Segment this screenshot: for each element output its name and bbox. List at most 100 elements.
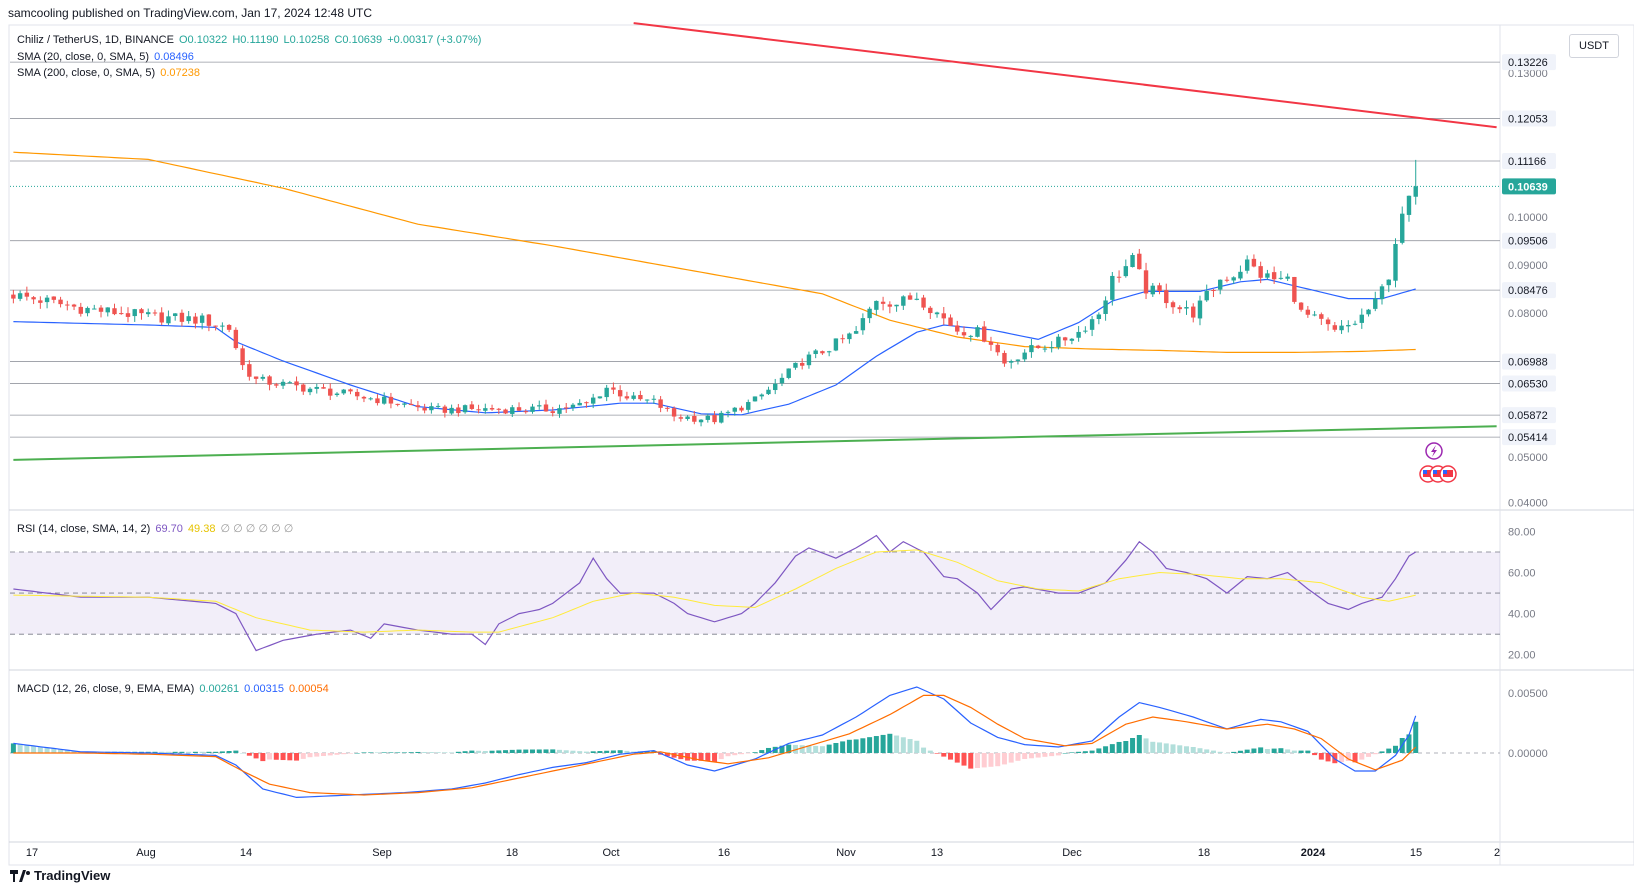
currency-button[interactable]: USDT bbox=[1569, 34, 1619, 58]
macd-histogram-bar bbox=[1015, 753, 1021, 761]
candle-body bbox=[860, 318, 866, 331]
macd-histogram-bar bbox=[819, 746, 825, 753]
macd-histogram-bar bbox=[388, 752, 394, 753]
macd-histogram-bar bbox=[280, 753, 286, 761]
candle-body bbox=[1366, 309, 1371, 315]
macd-histogram-bar bbox=[199, 751, 205, 753]
candle-body bbox=[71, 304, 77, 307]
macd-histogram-bar bbox=[914, 740, 920, 753]
candle-body bbox=[172, 313, 178, 317]
candle-body bbox=[321, 387, 326, 389]
price-level-tag bbox=[1502, 375, 1556, 392]
candle-body bbox=[375, 398, 380, 404]
close-value: C0.10639 bbox=[334, 34, 383, 46]
candle-body bbox=[719, 412, 724, 423]
macd-histogram-bar bbox=[1258, 747, 1264, 753]
macd-histogram-bar bbox=[765, 747, 771, 753]
rsi-tick-label: 60.00 bbox=[1508, 568, 1536, 580]
macd-histogram-bar bbox=[240, 753, 246, 754]
event-icons bbox=[1419, 442, 1457, 483]
pane-separators bbox=[8, 24, 1634, 866]
macd-histogram-bar bbox=[806, 745, 812, 753]
candle-body bbox=[685, 416, 690, 419]
candle-body bbox=[543, 404, 549, 412]
candle-body bbox=[840, 338, 845, 340]
candle-body bbox=[826, 351, 832, 353]
macd-histogram-bar bbox=[1231, 751, 1237, 753]
macd-histogram-bar bbox=[374, 752, 380, 753]
candle-body bbox=[314, 386, 319, 389]
macd-histogram-bar bbox=[341, 753, 347, 755]
macd-histogram-bar bbox=[64, 750, 70, 753]
macd-histogram-bar bbox=[1116, 741, 1122, 753]
macd-histogram-bar bbox=[813, 745, 819, 753]
candle-body bbox=[732, 407, 737, 412]
macd-line-value: 0.00315 bbox=[244, 683, 284, 695]
rsi-line bbox=[13, 534, 1417, 652]
candle-body bbox=[78, 306, 83, 314]
macd-histogram-bar bbox=[233, 750, 239, 753]
rsi-ma-value: 49.38 bbox=[187, 523, 216, 535]
macd-histogram-bar bbox=[368, 752, 374, 753]
time-tick-label: 2024 bbox=[1301, 847, 1326, 859]
candle-body bbox=[1332, 325, 1338, 330]
candle-body bbox=[1137, 253, 1142, 270]
macd-histogram-bar bbox=[1028, 753, 1034, 759]
macd-histogram-bar bbox=[226, 751, 232, 753]
macd-histogram-bar bbox=[583, 751, 589, 753]
candle-body bbox=[631, 395, 636, 399]
candle-body bbox=[179, 312, 185, 322]
rsi-pane bbox=[10, 534, 1500, 652]
candle-body bbox=[698, 419, 704, 423]
support-trendline bbox=[13, 425, 1497, 461]
time-tick-label: Nov bbox=[836, 847, 856, 859]
candle-body bbox=[287, 382, 292, 384]
candle-body bbox=[1413, 186, 1418, 197]
macd-histogram-bar bbox=[941, 753, 947, 757]
rsi-extra: ∅ ∅ ∅ ∅ ∅ ∅ bbox=[220, 523, 294, 535]
candle-body bbox=[1056, 336, 1061, 348]
candle-body bbox=[105, 307, 110, 313]
candle-body bbox=[1022, 352, 1027, 360]
candle-body bbox=[692, 415, 697, 422]
candle-body bbox=[159, 312, 164, 323]
macd-histogram-bar bbox=[1291, 750, 1297, 753]
sma200-line bbox=[13, 151, 1416, 353]
candle-body bbox=[1164, 290, 1169, 304]
candle-body bbox=[1143, 270, 1149, 294]
candle-body bbox=[233, 329, 239, 349]
candle-body bbox=[328, 388, 333, 396]
macd-histogram-bar bbox=[968, 753, 974, 769]
sma20-label: SMA (20, close, 0, SMA, 5) bbox=[17, 51, 150, 63]
candle-body bbox=[799, 362, 805, 366]
candle-body bbox=[1015, 359, 1021, 361]
macd-histogram-bar bbox=[395, 752, 401, 753]
macd-histogram-bar bbox=[752, 752, 758, 753]
macd-histogram-bar bbox=[597, 751, 603, 753]
macd-histogram-bar bbox=[428, 752, 434, 753]
time-tick-label: Aug bbox=[136, 847, 156, 859]
time-tick-label: Oct bbox=[602, 847, 619, 859]
candle-body bbox=[213, 325, 218, 327]
candle-body bbox=[65, 304, 70, 306]
macd-histogram-bar bbox=[1352, 753, 1358, 763]
lightning-icon bbox=[1431, 445, 1437, 457]
macd-histogram-bar bbox=[1271, 748, 1277, 753]
macd-histogram-bar bbox=[617, 750, 623, 753]
macd-histogram-bar bbox=[1318, 753, 1324, 760]
candle-body bbox=[388, 396, 394, 404]
macd-histogram-bar bbox=[314, 753, 320, 757]
macd-histogram-bar bbox=[408, 752, 414, 753]
macd-histogram-bar bbox=[422, 752, 428, 753]
macd-histogram-bar bbox=[550, 749, 556, 753]
change-value: +0.00317 (+3.07%) bbox=[387, 34, 482, 46]
macd-histogram-bar bbox=[981, 753, 987, 768]
macd-histogram-bar bbox=[1204, 749, 1210, 753]
macd-histogram-bar bbox=[469, 750, 475, 753]
candle-body bbox=[85, 307, 90, 314]
low-value: L0.10258 bbox=[283, 34, 330, 46]
macd-histogram-bar bbox=[718, 753, 724, 760]
candle-body bbox=[530, 406, 535, 412]
macd-histogram-bar bbox=[1312, 753, 1318, 756]
